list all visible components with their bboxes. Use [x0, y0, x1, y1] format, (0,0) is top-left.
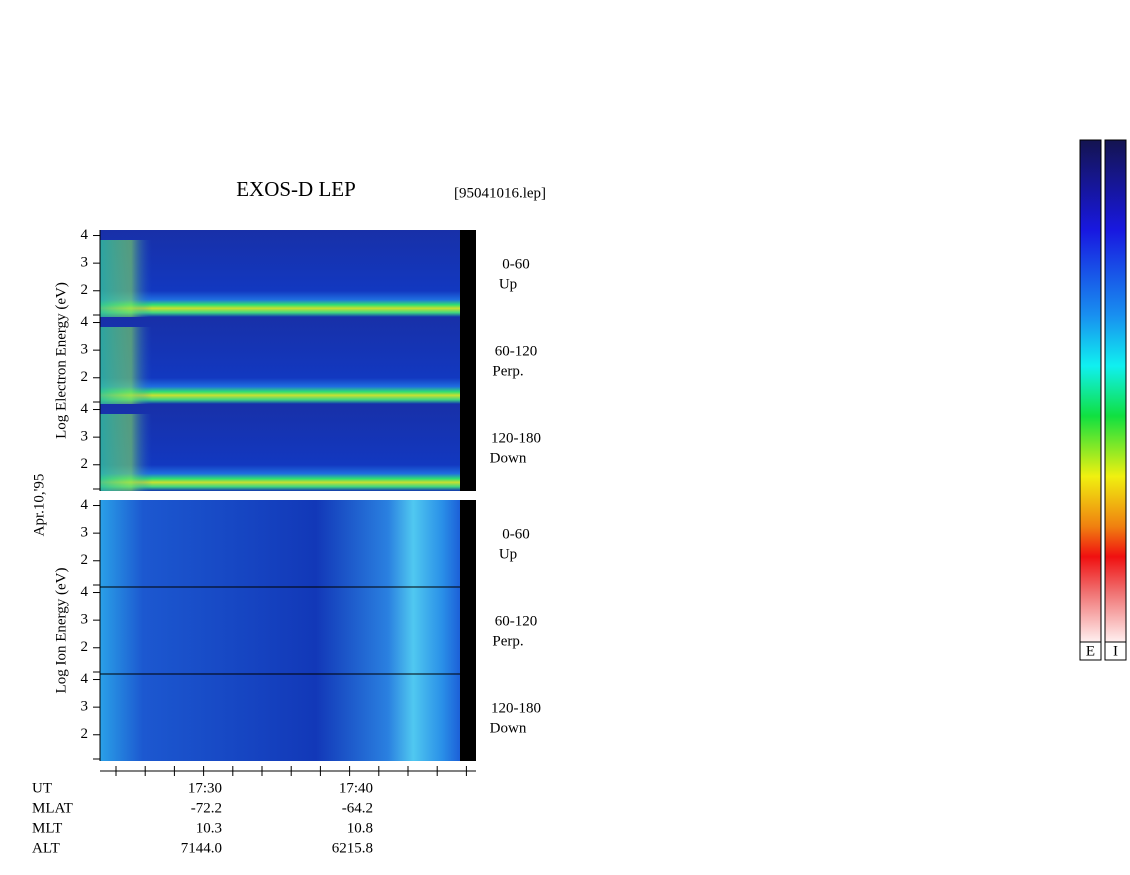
- y-tick-label: 2: [81, 282, 89, 298]
- ephemeris-label: MLT: [32, 820, 62, 836]
- spectrogram-burst: [100, 240, 152, 317]
- y-tick-label: 3: [81, 525, 89, 541]
- direction-label: Up: [499, 276, 517, 292]
- y-tick-label: 2: [81, 726, 89, 742]
- spectrogram-burst: [100, 327, 152, 404]
- y-tick-label: 2: [81, 639, 89, 655]
- pitch-angle-label: 120-180: [491, 430, 541, 446]
- direction-label: Up: [499, 546, 517, 562]
- ephemeris-label: ALT: [32, 840, 60, 856]
- ephemeris-value: 7144.0: [181, 840, 222, 856]
- ephemeris-value: 17:40: [339, 780, 373, 796]
- spectrogram: [100, 404, 460, 491]
- y-tick-label: 3: [81, 699, 89, 715]
- color-bars: [1079, 139, 1127, 661]
- spectrogram: [100, 587, 460, 674]
- direction-label: Perp.: [492, 363, 523, 379]
- spectrogram: [100, 674, 460, 761]
- y-tick-label: 4: [81, 401, 89, 417]
- no-data-strip: [460, 500, 476, 587]
- chart-title: EXOS-D LEP: [236, 177, 356, 201]
- color-bar-label: I: [1113, 643, 1118, 659]
- y-tick-label: 4: [81, 671, 89, 687]
- color-bar-box: [1104, 641, 1127, 661]
- y-tick-label: 4: [81, 584, 89, 600]
- no-data-strip: [460, 674, 476, 761]
- no-data-strip: [460, 230, 476, 317]
- color-bar: [1104, 139, 1127, 643]
- pitch-angle-label: 120-180: [491, 700, 541, 716]
- date-label: Apr.10,'95: [31, 474, 47, 537]
- ephemeris-value: 10.3: [196, 820, 222, 836]
- y-tick-label: 2: [81, 456, 89, 472]
- direction-label: Down: [490, 720, 527, 736]
- axis-title: Log Electron Energy (eV): [53, 282, 69, 439]
- axis-title: Log Ion Energy (eV): [53, 568, 69, 694]
- direction-label: Down: [490, 450, 527, 466]
- color-bar-label: E: [1086, 643, 1095, 659]
- y-tick-label: 4: [81, 497, 89, 513]
- y-tick-label: 3: [81, 255, 89, 271]
- ephemeris-value: 6215.8: [332, 840, 373, 856]
- color-bar: [1079, 139, 1102, 643]
- ephemeris-label: MLAT: [32, 800, 73, 816]
- pitch-angle-label: 0-60: [502, 526, 530, 542]
- pitch-angle-label: 60-120: [495, 343, 538, 359]
- ephemeris-value: -72.2: [191, 800, 222, 816]
- y-tick-label: 3: [81, 429, 89, 445]
- spectrogram-burst: [100, 414, 152, 491]
- ephemeris-value: 17:30: [188, 780, 222, 796]
- ephemeris-label: UT: [32, 780, 52, 796]
- direction-label: Perp.: [492, 633, 523, 649]
- spectrogram: [100, 317, 460, 404]
- y-tick-label: 2: [81, 369, 89, 385]
- pitch-angle-label: 60-120: [495, 613, 538, 629]
- spectrogram: [100, 500, 460, 587]
- pitch-angle-label: 0-60: [502, 256, 530, 272]
- y-tick-label: 3: [81, 612, 89, 628]
- spectrogram: [100, 230, 460, 317]
- ephemeris-value: -64.2: [342, 800, 373, 816]
- ephemeris-value: 10.8: [347, 820, 373, 836]
- no-data-strip: [460, 587, 476, 674]
- y-tick-label: 4: [81, 314, 89, 330]
- no-data-strip: [460, 317, 476, 404]
- y-tick-label: 3: [81, 342, 89, 358]
- color-bar-box: [1079, 641, 1102, 661]
- y-tick-label: 4: [81, 227, 89, 243]
- file-name: [95041016.lep]: [454, 185, 546, 201]
- no-data-strip: [460, 404, 476, 491]
- y-tick-label: 2: [81, 552, 89, 568]
